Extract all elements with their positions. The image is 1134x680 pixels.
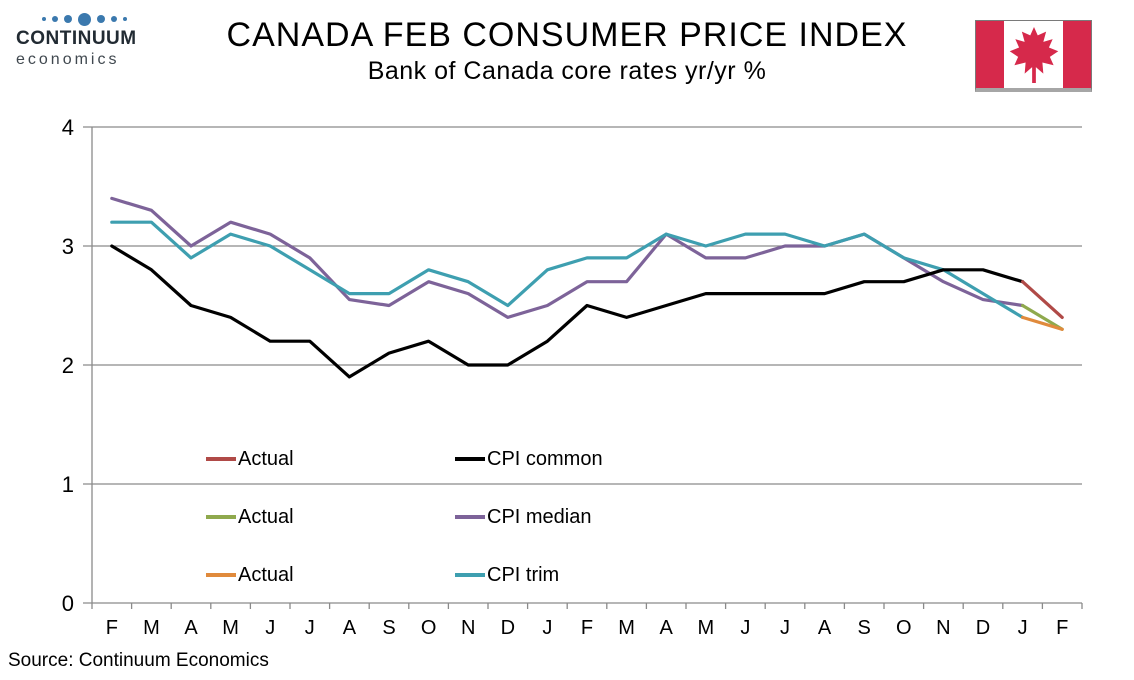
svg-text:S: S — [382, 617, 395, 639]
svg-text:M: M — [222, 617, 239, 639]
flag-red-bar — [1063, 21, 1091, 88]
svg-text:0: 0 — [62, 591, 74, 616]
svg-text:3: 3 — [62, 234, 74, 259]
canada-flag-icon — [975, 20, 1092, 92]
legend-label: Actual — [238, 505, 294, 528]
svg-text:A: A — [343, 617, 357, 639]
svg-text:2: 2 — [62, 353, 74, 378]
legend-item-cpi-median: CPI median — [455, 504, 592, 530]
legend-item-actual-common: Actual — [206, 446, 294, 472]
legend-swatch-icon — [206, 457, 236, 461]
legend-item-cpi-trim: CPI trim — [455, 562, 559, 588]
legend-swatch-icon — [206, 515, 236, 519]
svg-text:N: N — [936, 617, 950, 639]
svg-text:M: M — [697, 617, 714, 639]
svg-text:J: J — [542, 617, 552, 639]
logo-subname: economics — [16, 51, 120, 68]
legend-swatch-icon — [455, 457, 485, 461]
legend-item-actual-median: Actual — [206, 504, 294, 530]
flag-red-bar — [976, 21, 1004, 88]
svg-text:O: O — [421, 617, 437, 639]
svg-text:O: O — [896, 617, 912, 639]
legend-swatch-icon — [455, 515, 485, 519]
svg-text:J: J — [1018, 617, 1028, 639]
svg-text:F: F — [1056, 617, 1068, 639]
logo-name: CONTINUUM — [16, 28, 137, 49]
svg-text:J: J — [740, 617, 750, 639]
svg-text:J: J — [780, 617, 790, 639]
legend-label: CPI common — [487, 447, 603, 470]
svg-text:D: D — [501, 617, 515, 639]
svg-text:4: 4 — [62, 115, 74, 140]
legend-label: CPI trim — [487, 563, 560, 586]
maple-leaf-icon — [1009, 26, 1058, 83]
svg-text:1: 1 — [62, 472, 74, 497]
svg-text:J: J — [305, 617, 315, 639]
source-note: Source: Continuum Economics — [8, 650, 269, 671]
legend-item-cpi-common: CPI common — [455, 446, 603, 472]
svg-text:F: F — [106, 617, 118, 639]
svg-text:D: D — [976, 617, 990, 639]
legend-item-actual-trim: Actual — [206, 562, 294, 588]
svg-text:A: A — [184, 617, 198, 639]
continuum-logo: CONTINUUM economics — [16, 12, 156, 69]
svg-text:J: J — [265, 617, 275, 639]
svg-text:M: M — [143, 617, 160, 639]
title-block: CANADA FEB CONSUMER PRICE INDEX Bank of … — [150, 16, 984, 86]
legend-label: Actual — [238, 447, 294, 470]
svg-text:F: F — [581, 617, 593, 639]
chart-title: CANADA FEB CONSUMER PRICE INDEX — [226, 16, 908, 54]
svg-text:S: S — [858, 617, 871, 639]
svg-text:M: M — [618, 617, 635, 639]
legend-label: CPI median — [487, 505, 592, 528]
legend-swatch-icon — [206, 573, 236, 577]
svg-text:A: A — [660, 617, 674, 639]
chart-subtitle: Bank of Canada core rates yr/yr % — [367, 57, 767, 85]
legend-label: Actual — [238, 563, 294, 586]
legend-swatch-icon — [455, 573, 485, 577]
svg-text:A: A — [818, 617, 832, 639]
svg-text:N: N — [461, 617, 475, 639]
logo-dots-icon — [28, 12, 140, 26]
